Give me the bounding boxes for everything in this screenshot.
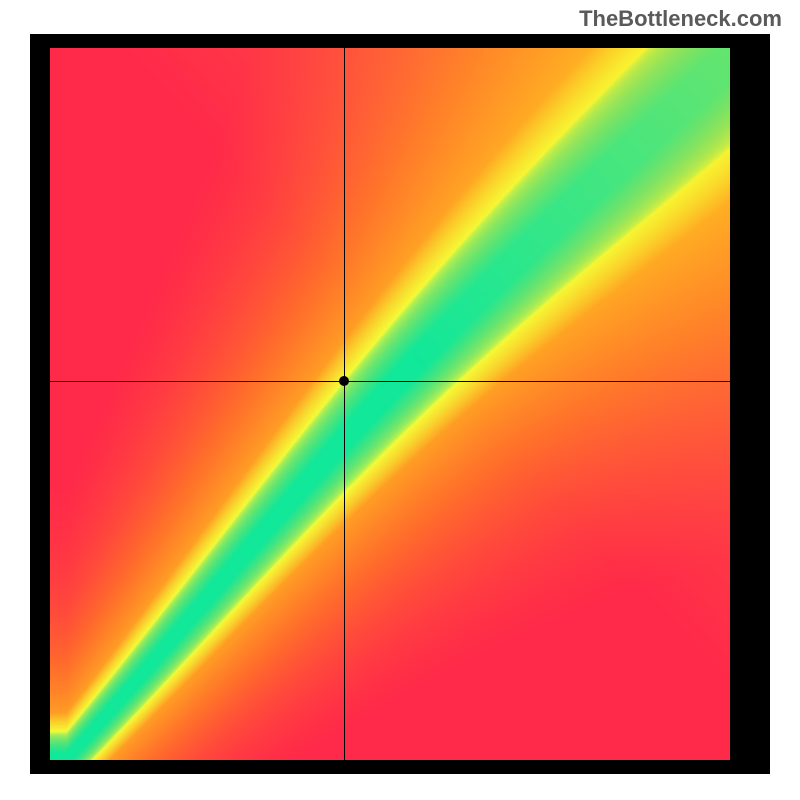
crosshair-marker <box>339 376 349 386</box>
watermark-text: TheBottleneck.com <box>579 6 782 32</box>
bottleneck-heatmap <box>50 48 730 760</box>
crosshair-vertical-line <box>344 48 345 760</box>
crosshair-horizontal-line <box>50 381 730 382</box>
image-container: TheBottleneck.com <box>0 0 800 800</box>
chart-frame <box>30 34 770 774</box>
